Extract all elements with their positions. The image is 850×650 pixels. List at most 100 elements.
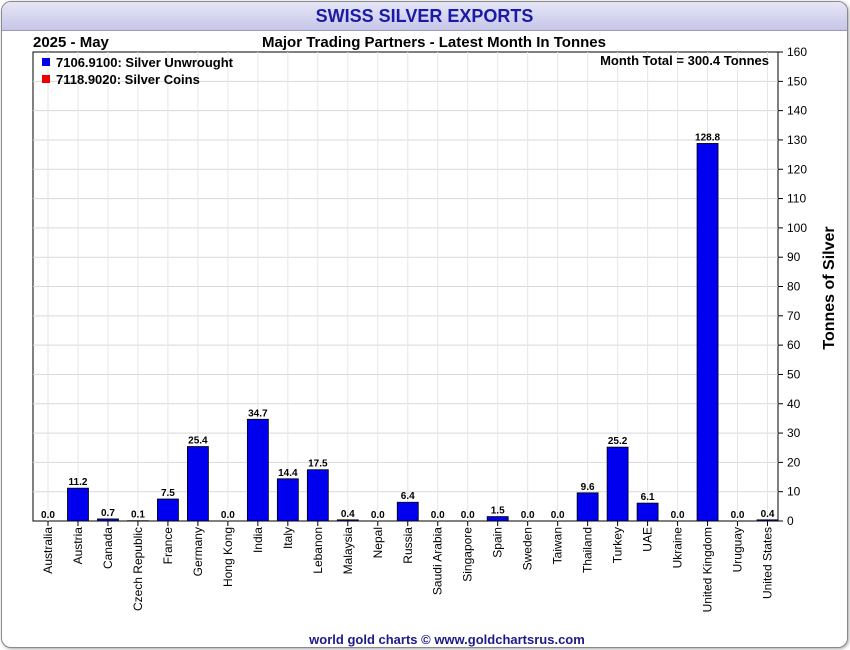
bar-india (246, 418, 269, 522)
chart-title: SWISS SILVER EXPORTS (315, 6, 534, 26)
period-label: 2025 - May (33, 34, 110, 51)
x-tick-label: Sweden (521, 527, 535, 570)
value-label: 0.1 (131, 510, 145, 521)
bar-thailand (576, 492, 599, 522)
x-tick-label: Ukraine (671, 527, 685, 569)
x-tick-label: Spain (491, 527, 505, 558)
footer-credit: world gold charts © www.goldchartsrus.co… (309, 632, 585, 647)
x-tick-label: Nepal (371, 527, 385, 558)
y-tick-label: 150 (787, 74, 807, 88)
x-tick-label: Uruguay (731, 527, 745, 572)
y-axis-title: Tonnes of Silver (821, 226, 838, 349)
legend-label-coins: 7118.9020: Silver Coins (56, 72, 200, 87)
month-total-annotation: Month Total = 300.4 Tonnes (600, 53, 769, 68)
bar-united-states (756, 519, 779, 522)
value-label: 17.5 (308, 459, 328, 470)
value-label: 0.0 (461, 510, 475, 521)
y-tick-label: 130 (787, 133, 807, 147)
value-label: 0.7 (101, 508, 115, 519)
bar-malaysia (336, 519, 359, 522)
x-tick-label: Hong Kong (221, 527, 235, 587)
value-label: 128.8 (695, 132, 720, 143)
x-tick-label: Turkey (611, 527, 625, 563)
value-label: 0.0 (431, 510, 445, 521)
y-tick-label: 70 (787, 309, 801, 323)
legend-label-unwrought: 7106.9100: Silver Unwrought (56, 55, 234, 70)
x-tick-label: Thailand (581, 527, 595, 573)
x-tick-label: Czech Republic (131, 527, 145, 611)
legend-swatch-unwrought (42, 58, 50, 66)
x-tick-label: Saudi Arabia (431, 527, 445, 595)
y-tick-label: 110 (787, 192, 806, 206)
value-label: 0.4 (341, 509, 355, 520)
bar-uae (636, 502, 659, 522)
y-tick-label: 20 (787, 455, 801, 469)
value-label: 0.0 (731, 510, 745, 521)
bar-spain (486, 516, 509, 522)
value-label: 0.0 (41, 510, 55, 521)
y-tick-label: 140 (787, 104, 807, 118)
value-labels: 0.0 11.2 0.7 0.1 7.5 25.4 0.0 34.7 14.4 17.5 0.4 0.… (41, 132, 775, 521)
y-axis: 0 10 20 30 40 50 60 70 80 90 100 110 120 130 140 150 160 (778, 45, 807, 528)
bar-lebanon (306, 469, 329, 522)
value-label: 34.7 (248, 408, 268, 419)
x-tick-label: Russia (401, 527, 415, 564)
y-tick-label: 60 (787, 338, 801, 352)
x-tick-label: United Kingdom (701, 527, 715, 612)
bar-united-kingdom (696, 143, 719, 522)
y-tick-label: 90 (787, 250, 801, 264)
value-label: 0.0 (371, 510, 385, 521)
y-tick-label: 40 (787, 397, 801, 411)
x-tick-label: Australia (41, 527, 55, 574)
bar-turkey (606, 446, 629, 522)
x-tick-label: Canada (101, 527, 115, 569)
x-tick-label: Malaysia (341, 527, 355, 575)
y-tick-label: 120 (787, 162, 807, 176)
y-tick-label: 50 (787, 367, 801, 381)
value-label: 9.6 (581, 482, 595, 493)
value-label: 14.4 (278, 468, 298, 479)
value-label: 6.4 (401, 491, 415, 502)
bar-france (157, 498, 179, 522)
x-tick-label: Taiwan (551, 527, 565, 564)
x-axis: Australia Austria Canada Czech Republic Fran… (41, 521, 775, 612)
x-tick-label: Germany (191, 527, 205, 576)
bar-italy (276, 478, 299, 522)
value-label: 1.5 (491, 506, 505, 517)
legend: 7106.9100: Silver Unwrought 7118.9020: S… (42, 55, 234, 87)
x-tick-label: Austria (71, 527, 85, 565)
value-label: 0.0 (221, 510, 235, 521)
y-tick-label: 30 (787, 426, 801, 440)
value-label: 25.4 (188, 436, 208, 447)
chart-subtitle: Major Trading Partners - Latest Month In… (262, 34, 606, 51)
y-tick-label: 100 (787, 221, 807, 235)
bar-russia (396, 501, 419, 522)
x-tick-label: Singapore (461, 527, 475, 582)
value-label: 0.4 (761, 509, 775, 520)
value-label: 0.0 (551, 510, 565, 521)
bars (67, 143, 779, 522)
x-tick-label: United States (761, 527, 775, 599)
value-label: 11.2 (69, 477, 88, 488)
value-label: 6.1 (641, 492, 655, 503)
bar-austria (67, 487, 89, 522)
y-tick-label: 10 (787, 485, 801, 499)
bar-canada (97, 518, 119, 522)
y-tick-label: 80 (787, 280, 801, 294)
x-tick-label: UAE (641, 527, 655, 552)
value-label: 7.5 (161, 488, 175, 499)
y-tick-label: 0 (787, 514, 794, 528)
bar-germany (186, 446, 209, 522)
value-label: 0.0 (521, 510, 535, 521)
y-tick-label: 160 (787, 45, 807, 59)
x-tick-label: France (161, 527, 175, 565)
x-tick-label: Lebanon (311, 527, 325, 574)
title-bar: SWISS SILVER EXPORTS (2, 2, 847, 31)
legend-swatch-coins (42, 75, 50, 83)
x-tick-label: India (251, 527, 265, 553)
x-tick-label: Italy (281, 527, 295, 549)
value-label: 25.2 (608, 436, 628, 447)
value-label: 0.0 (671, 510, 685, 521)
